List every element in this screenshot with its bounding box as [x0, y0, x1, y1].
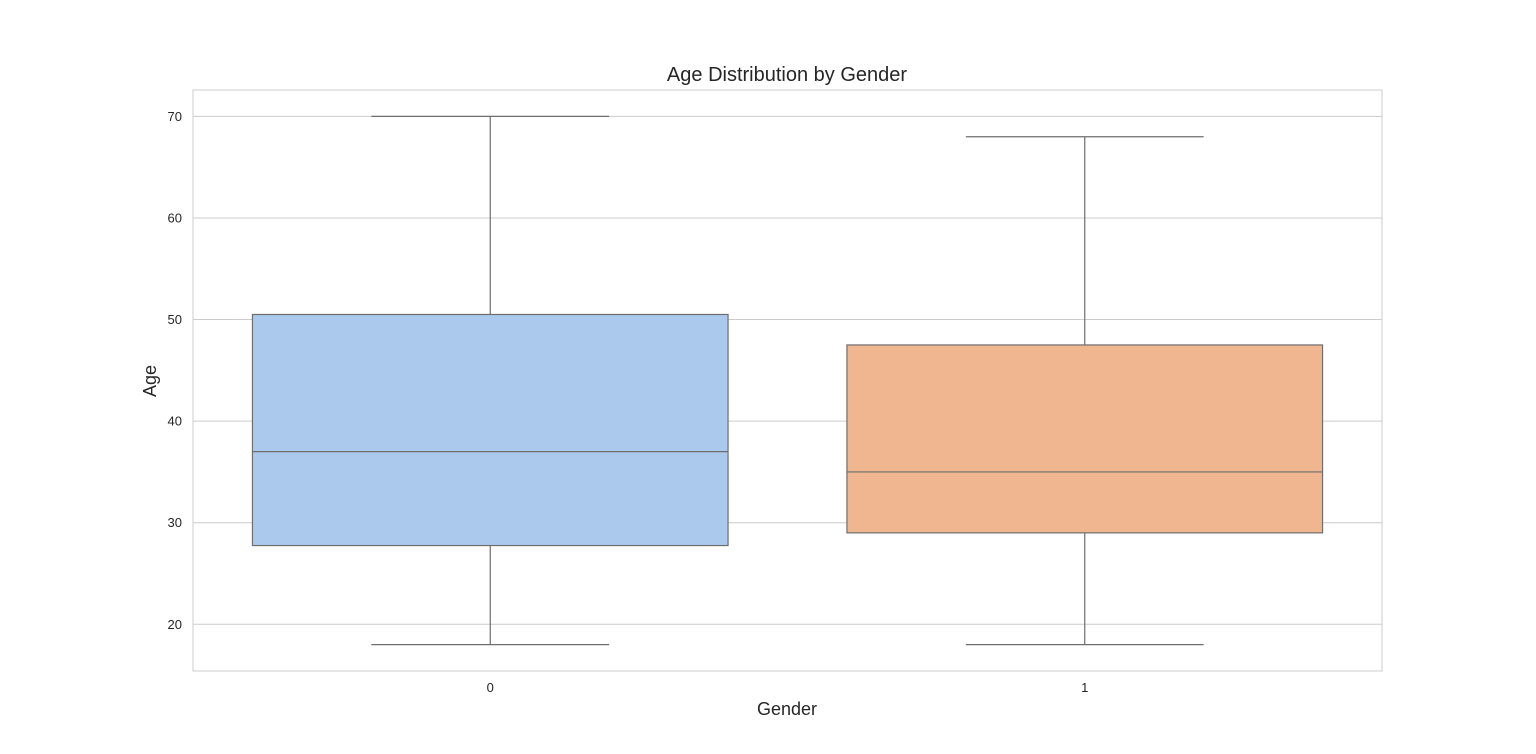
y-tick-label-60: 60: [168, 210, 182, 225]
y-tick-label-30: 30: [168, 515, 182, 530]
y-tick-label-20: 20: [168, 617, 182, 632]
y-tick-label-70: 70: [168, 109, 182, 124]
box-group-1: [846, 136, 1324, 646]
x-tick-label-0: 0: [487, 680, 494, 695]
box-group-0: [251, 115, 729, 646]
x-tick-label-1: 1: [1081, 680, 1088, 695]
x-axis-label: Gender: [757, 699, 817, 719]
y-axis-label: Age: [140, 365, 160, 397]
plot-frame: [192, 89, 1383, 672]
boxes: [251, 115, 1324, 646]
iqr-box-0: [251, 313, 729, 547]
y-tick-labels: 20 30 40 50 60 70: [168, 109, 182, 632]
chart-title: Age Distribution by Gender: [667, 64, 907, 86]
y-tick-label-40: 40: [168, 414, 182, 429]
y-tick-label-50: 50: [168, 312, 182, 327]
iqr-box-1: [846, 344, 1324, 534]
